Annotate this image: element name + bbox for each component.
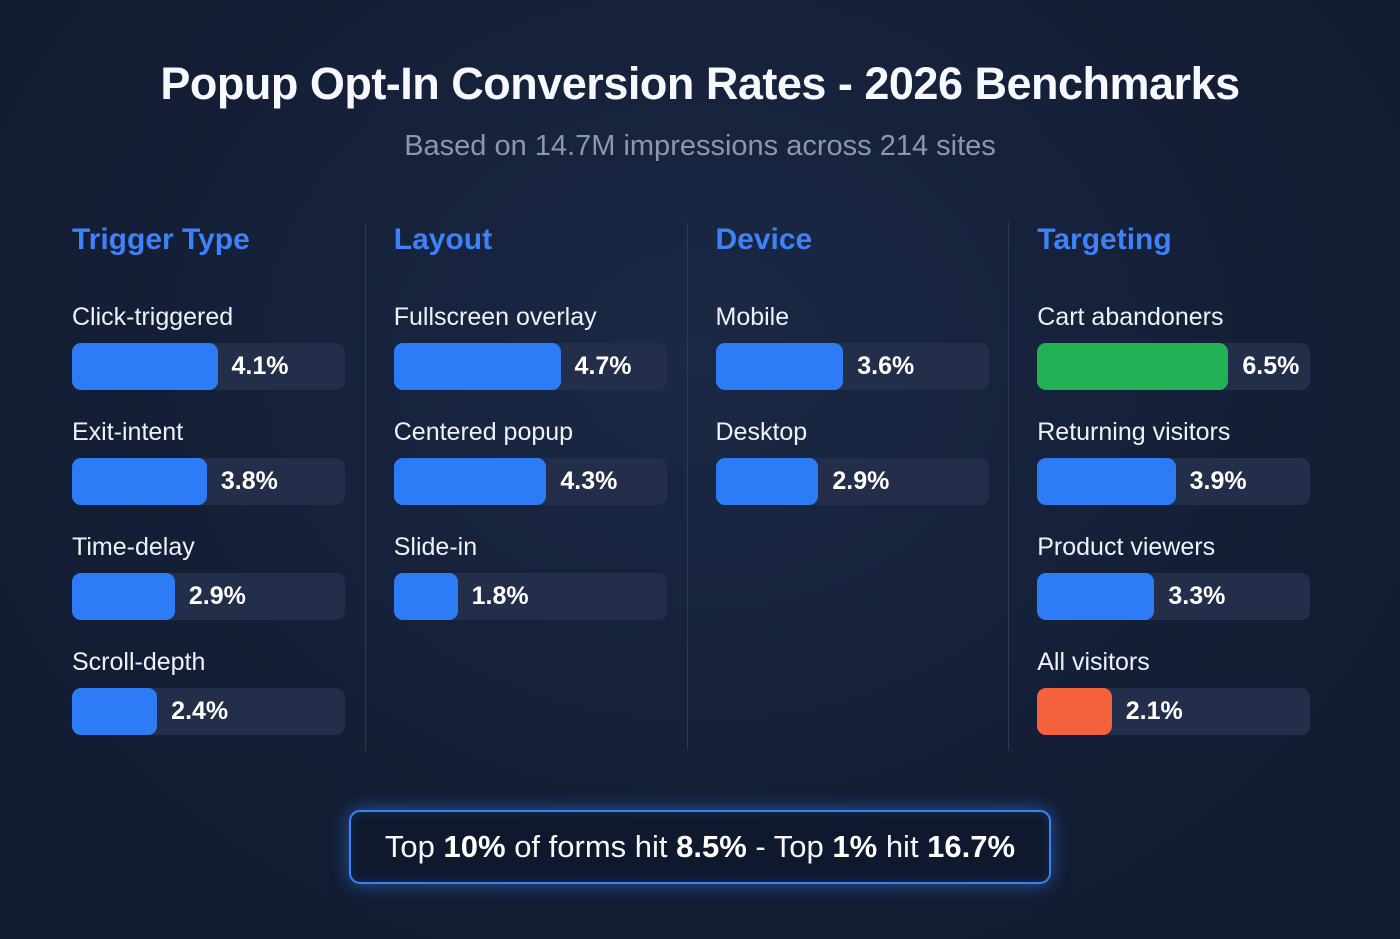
bar-value: 2.9% bbox=[832, 467, 890, 495]
column-header: Layout bbox=[393, 223, 493, 256]
bar-label: All visitors bbox=[1037, 648, 1150, 676]
bar-label: Scroll-depth bbox=[72, 648, 206, 676]
column-divider bbox=[1008, 222, 1010, 750]
bar-track: 2.4% bbox=[72, 688, 345, 735]
bar-track: 3.8% bbox=[72, 458, 345, 505]
bar-fill bbox=[393, 343, 561, 390]
summary-stat: 16.7% bbox=[927, 829, 1016, 864]
bar-row-exit-intent: Exit-intent 3.8% bbox=[72, 416, 365, 505]
bar-label: Desktop bbox=[715, 418, 808, 446]
bar-row-cart-abandoners: Cart abandoners 6.5% bbox=[1037, 301, 1330, 390]
bar-fill bbox=[72, 343, 218, 390]
bar-track: 1.8% bbox=[393, 573, 667, 620]
bar-label: Time-delay bbox=[72, 533, 195, 561]
bar-track: 3.9% bbox=[1037, 458, 1311, 505]
bar-fill bbox=[393, 458, 547, 505]
bar-fill bbox=[715, 343, 844, 390]
column-divider bbox=[364, 222, 366, 750]
bar-value: 4.7% bbox=[574, 352, 632, 380]
bar-value: 2.4% bbox=[171, 697, 229, 725]
bar-row-desktop: Desktop 2.9% bbox=[715, 416, 1009, 505]
column-device: Device Mobile 3.6% Desktop 2.9% bbox=[688, 222, 1009, 761]
summary-stat: 10% bbox=[443, 829, 506, 864]
bar-row-centered-popup: Centered popup 4.3% bbox=[393, 416, 687, 505]
bar-value: 3.6% bbox=[857, 352, 915, 380]
bar-fill bbox=[393, 573, 458, 620]
bar-fill bbox=[72, 573, 175, 620]
bar-fill bbox=[72, 688, 158, 735]
bar-track: 2.9% bbox=[72, 573, 345, 620]
bar-track: 3.3% bbox=[1037, 573, 1311, 620]
bar-value: 3.8% bbox=[220, 467, 278, 495]
summary-callout-wrap: Top 10% of forms hit 8.5% - Top 1% hit 1… bbox=[0, 810, 1400, 884]
bar-value: 2.9% bbox=[188, 582, 246, 610]
bar-label: Fullscreen overlay bbox=[393, 303, 597, 331]
bar-label: Product viewers bbox=[1037, 533, 1216, 561]
bar-value: 3.3% bbox=[1168, 582, 1226, 610]
bar-row-returning-visitors: Returning visitors 3.9% bbox=[1037, 416, 1330, 505]
bar-label: Returning visitors bbox=[1037, 418, 1231, 446]
bar-row-time-delay: Time-delay 2.9% bbox=[72, 531, 365, 620]
column-header: Trigger Type bbox=[72, 223, 250, 256]
bar-label: Mobile bbox=[715, 303, 790, 331]
bar-fill bbox=[1037, 688, 1112, 735]
summary-text-segment: hit bbox=[877, 829, 928, 864]
bar-row-product-viewers: Product viewers 3.3% bbox=[1037, 531, 1330, 620]
bar-label: Cart abandoners bbox=[1037, 303, 1224, 331]
summary-text: Top 10% of forms hit 8.5% - Top 1% hit 1… bbox=[385, 829, 1015, 864]
page-title: Popup Opt-In Conversion Rates - 2026 Ben… bbox=[160, 58, 1240, 109]
bar-value: 4.1% bbox=[231, 352, 289, 380]
bar-track: 2.1% bbox=[1037, 688, 1311, 735]
bar-track: 4.1% bbox=[72, 343, 345, 390]
bar-track: 4.7% bbox=[393, 343, 667, 390]
bar-label: Click-triggered bbox=[72, 303, 234, 331]
bar-value: 1.8% bbox=[471, 582, 529, 610]
column-layout: Layout Fullscreen overlay 4.7% Centered pop… bbox=[366, 222, 687, 761]
bar-row-scroll-depth: Scroll-depth 2.4% bbox=[72, 646, 365, 735]
bar-value: 3.9% bbox=[1189, 467, 1247, 495]
bar-row-mobile: Mobile 3.6% bbox=[715, 301, 1009, 390]
bar-row-slide-in: Slide-in 1.8% bbox=[393, 531, 687, 620]
bar-track: 2.9% bbox=[715, 458, 989, 505]
bar-fill bbox=[1037, 458, 1176, 505]
bar-row-all-visitors: All visitors 2.1% bbox=[1037, 646, 1330, 735]
summary-text-segment: - Top bbox=[746, 829, 833, 864]
bar-fill bbox=[72, 458, 207, 505]
summary-callout: Top 10% of forms hit 8.5% - Top 1% hit 1… bbox=[348, 810, 1052, 884]
bar-value: 6.5% bbox=[1242, 352, 1300, 380]
summary-stat: 8.5% bbox=[676, 829, 747, 864]
bar-row-fullscreen-overlay: Fullscreen overlay 4.7% bbox=[393, 301, 687, 390]
bar-fill bbox=[1037, 573, 1155, 620]
column-header: Device bbox=[715, 223, 813, 256]
bar-fill bbox=[715, 458, 819, 505]
bar-label: Exit-intent bbox=[72, 418, 184, 446]
column-targeting: Targeting Cart abandoners 6.5% Returning vi… bbox=[1009, 222, 1330, 761]
bar-value: 4.3% bbox=[560, 467, 618, 495]
bar-fill bbox=[1037, 343, 1229, 390]
summary-text-segment: of forms hit bbox=[505, 829, 677, 864]
bar-value: 2.1% bbox=[1125, 697, 1183, 725]
benchmark-columns: Trigger Type Click-triggered 4.1% Exit-inte… bbox=[70, 222, 1330, 761]
bar-label: Centered popup bbox=[393, 418, 574, 446]
page-subtitle: Based on 14.7M impressions across 214 si… bbox=[404, 130, 996, 162]
bar-track: 4.3% bbox=[393, 458, 667, 505]
column-trigger-type: Trigger Type Click-triggered 4.1% Exit-inte… bbox=[70, 222, 365, 761]
bar-track: 3.6% bbox=[715, 343, 989, 390]
bar-row-click-triggered: Click-triggered 4.1% bbox=[72, 301, 365, 390]
column-header: Targeting bbox=[1037, 223, 1172, 256]
bar-label: Slide-in bbox=[393, 533, 478, 561]
summary-stat: 1% bbox=[832, 829, 878, 864]
column-divider bbox=[686, 222, 688, 750]
bar-track: 6.5% bbox=[1037, 343, 1311, 390]
summary-text-segment: Top bbox=[384, 829, 444, 864]
